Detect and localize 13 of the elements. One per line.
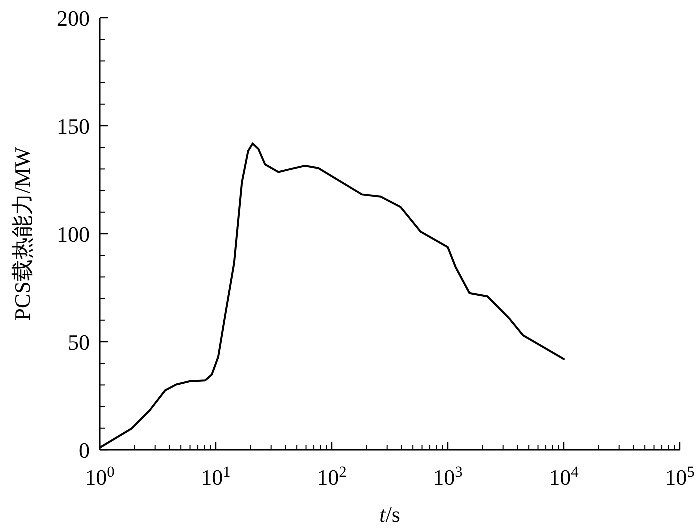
x-tick-label: 10$^{0}$ bbox=[85, 464, 116, 490]
y-tick-label: 0 bbox=[79, 438, 90, 463]
y-tick-label: 100 bbox=[57, 222, 90, 247]
x-tick-label: 10$^{1}$ bbox=[201, 464, 231, 490]
y-tick-label: 150 bbox=[57, 114, 90, 139]
x-tick-label: 10$^{2}$ bbox=[317, 464, 347, 490]
x-tick-label: 10$^{3}$ bbox=[433, 464, 464, 490]
x-tick-label: 10$^{5}$ bbox=[665, 464, 696, 490]
y-axis-title: PCS载热能力/MW bbox=[10, 146, 35, 321]
x-tick-label: 10$^{4}$ bbox=[549, 464, 580, 490]
y-tick-label: 200 bbox=[57, 6, 90, 31]
y-tick-label: 50 bbox=[68, 330, 90, 355]
x-axis-title: t/s bbox=[380, 502, 400, 527]
